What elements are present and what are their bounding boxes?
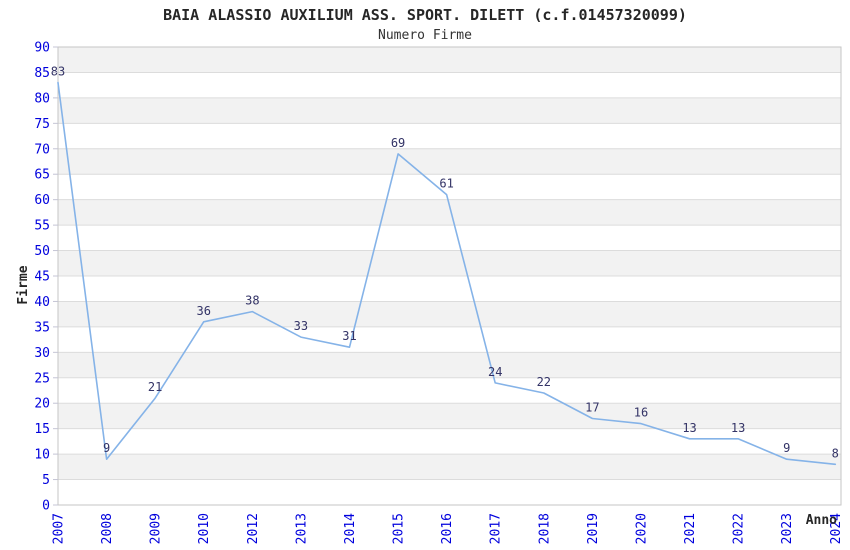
data-point-label: 61: [439, 177, 453, 191]
x-tick-label: 2012: [246, 513, 261, 544]
x-tick-label: 2018: [537, 513, 552, 544]
x-tick-label: 2021: [683, 513, 698, 544]
chart-title: BAIA ALASSIO AUXILIUM ASS. SPORT. DILETT…: [163, 6, 687, 24]
data-point-label: 9: [103, 441, 110, 455]
series-line: [57, 81, 837, 466]
data-point-label: 22: [537, 375, 551, 389]
plot-band: [58, 47, 841, 73]
y-tick-label: 35: [34, 320, 50, 335]
y-tick-label: 15: [34, 422, 50, 437]
x-tick-label: 2007: [52, 513, 67, 544]
data-point-label: 24: [488, 365, 502, 379]
data-point-label: 36: [197, 304, 211, 318]
plot-band: [58, 301, 841, 327]
x-tick-label: 2010: [197, 513, 212, 544]
y-tick-label: 60: [34, 193, 50, 208]
plot-band: [58, 403, 841, 429]
data-point-label: 9: [783, 441, 790, 455]
x-axis-ticks-group: 2007 2008 2009 2010 2012 2013 2014 2015 2016 2017…: [52, 513, 844, 544]
y-tick-label: 80: [34, 91, 50, 106]
x-tick-label: 2008: [100, 513, 115, 544]
x-tick-label: 2022: [732, 513, 747, 544]
x-tick-label: 2023: [780, 513, 795, 544]
y-axis-title: Firme: [16, 265, 31, 304]
y-tick-label: 30: [34, 346, 50, 361]
y-tick-label: 90: [34, 41, 50, 56]
y-tick-label: 10: [34, 448, 50, 463]
y-tick-label: 50: [34, 244, 50, 259]
y-tick-label: 0: [42, 499, 50, 514]
x-tick-label: 2016: [440, 513, 455, 544]
data-point-label: 13: [682, 421, 696, 435]
data-point-label: 38: [245, 294, 259, 308]
x-tick-label: 2009: [149, 513, 164, 544]
data-point-label: 69: [391, 136, 405, 150]
data-point-label: 21: [148, 380, 162, 394]
data-point-label: 33: [294, 319, 308, 333]
series-line-group: [57, 81, 837, 466]
data-point-label: 17: [585, 400, 599, 414]
plot-band: [58, 352, 841, 378]
plot-band: [58, 250, 841, 276]
y-tick-label: 5: [42, 473, 50, 488]
x-tick-label: 2014: [343, 513, 358, 544]
data-point-label: 16: [634, 406, 648, 420]
x-tick-label: 2013: [294, 513, 309, 544]
data-point-label: 31: [342, 329, 356, 343]
x-tick-label: 2019: [586, 513, 601, 544]
y-tick-label: 75: [34, 117, 50, 132]
data-point-label: 13: [731, 421, 745, 435]
plot-band: [58, 97, 841, 124]
x-tick-label: 2024: [829, 513, 844, 544]
data-point-labels-group: 83 9 21 36 38 33 31 69 61 24 22 17 16 13 13 9 8: [51, 65, 839, 461]
y-tick-label: 70: [34, 142, 50, 157]
data-point-label: 83: [51, 65, 65, 79]
y-tick-label: 45: [34, 270, 50, 285]
plot-band: [58, 148, 841, 175]
plot-bands-group: [58, 47, 841, 480]
y-tick-label: 20: [34, 397, 50, 412]
y-tick-label: 55: [34, 219, 50, 234]
y-tick-label: 25: [34, 371, 50, 386]
chart-subtitle: Numero Firme: [378, 28, 472, 43]
x-tick-label: 2015: [392, 513, 407, 544]
data-point-label: 8: [832, 446, 839, 460]
y-tick-label: 40: [34, 295, 50, 310]
x-axis-title: Anno: [806, 513, 837, 528]
y-tick-label: 85: [34, 66, 50, 81]
x-tick-label: 2020: [635, 513, 650, 544]
y-tick-label: 65: [34, 168, 50, 183]
y-axis-ticks-group: 0 5 10 15 20 25 30 35 40 45 50 55 60 65 70 75 80 85 90: [34, 41, 58, 514]
plot-band: [58, 454, 841, 480]
x-tick-label: 2017: [489, 513, 504, 544]
